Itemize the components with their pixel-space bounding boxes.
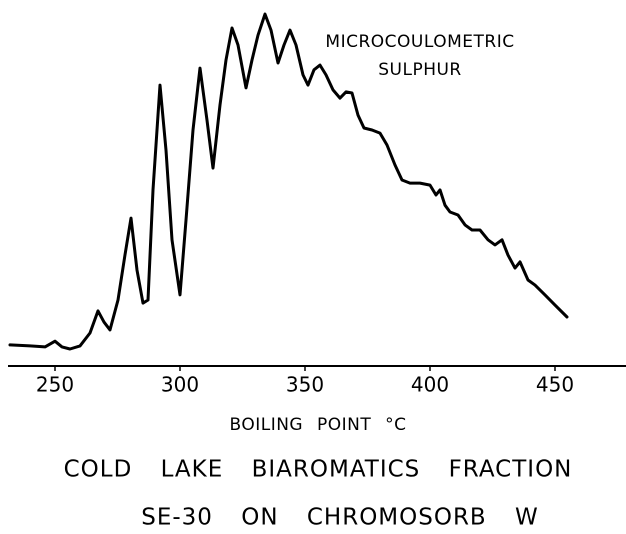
chart-title: COLD LAKE BIAROMATICS FRACTION	[64, 457, 573, 483]
chart-subtitle: SE-30 ON CHROMOSORB W	[141, 505, 539, 531]
x-axis-label: BOILING POINT °C	[229, 415, 406, 435]
x-tick-label: 250	[36, 373, 74, 397]
annotation: SULPHUR	[378, 60, 462, 80]
annotation: MICROCOULOMETRIC	[325, 32, 514, 52]
line	[8, 12, 569, 351]
x-tick-label: 350	[286, 373, 324, 397]
x-tick-label: 400	[411, 373, 449, 397]
x-tick-label: 300	[161, 373, 199, 397]
x-tick-label: 450	[536, 373, 574, 397]
